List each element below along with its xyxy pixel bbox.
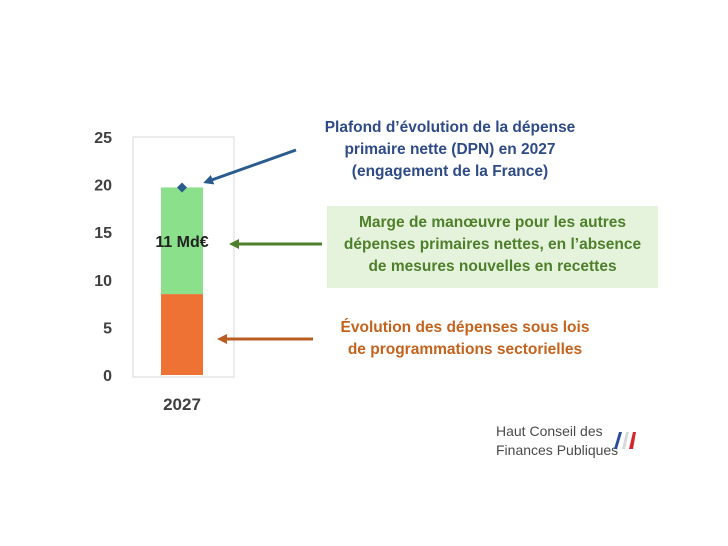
x-axis-ticks: 2027 — [163, 395, 201, 414]
bar-segment-1 — [161, 187, 203, 295]
y-tick-label: 10 — [94, 273, 112, 290]
hcfp-logo: Haut Conseil des Finances Publiques — [496, 422, 646, 466]
margin-annotation-box: Marge de manœuvre pour les autres dépens… — [327, 206, 658, 288]
y-tick-label: 0 — [103, 368, 112, 385]
y-axis-ticks: 0 5 10 15 20 25 — [94, 130, 112, 385]
y-tick-label: 5 — [103, 320, 112, 337]
dpn-arrow — [203, 148, 297, 185]
annotation-line: Marge de manœuvre pour les autres — [358, 214, 627, 231]
dpn-ceiling-annotation: Plafond d’évolution de la dépense primai… — [285, 117, 615, 183]
y-tick-label: 15 — [94, 225, 112, 242]
annotation-line: de mesures nouvelles en recettes — [368, 258, 617, 275]
x-tick-label: 2027 — [163, 395, 201, 414]
annotation-line: primaire nette (DPN) en 2027 — [344, 141, 556, 158]
annotation-line: (engagement de la France) — [351, 163, 549, 180]
annotation-line: dépenses primaires nettes, en l’absence — [343, 236, 642, 253]
bar-segment-0 — [161, 294, 203, 375]
y-tick-label: 25 — [94, 130, 112, 147]
logo-line-1: Haut Conseil des — [496, 423, 603, 439]
annotation-line: Plafond d’évolution de la dépense — [324, 119, 576, 136]
annotation-line: de programmations sectorielles — [347, 341, 583, 358]
y-tick-label: 20 — [94, 178, 112, 195]
bars: 11 Md€ — [155, 182, 209, 375]
plot-area-frame — [132, 136, 235, 378]
flag-icon — [614, 432, 636, 449]
sector-spending-annotation: Évolution des dépenses sous lois de prog… — [300, 317, 630, 361]
bar-data-label: 11 Md€ — [155, 234, 208, 251]
dpn-marker — [177, 182, 187, 193]
logo-line-2: Finances Publiques — [496, 442, 619, 458]
annotation-line: Évolution des dépenses sous lois — [340, 319, 590, 336]
